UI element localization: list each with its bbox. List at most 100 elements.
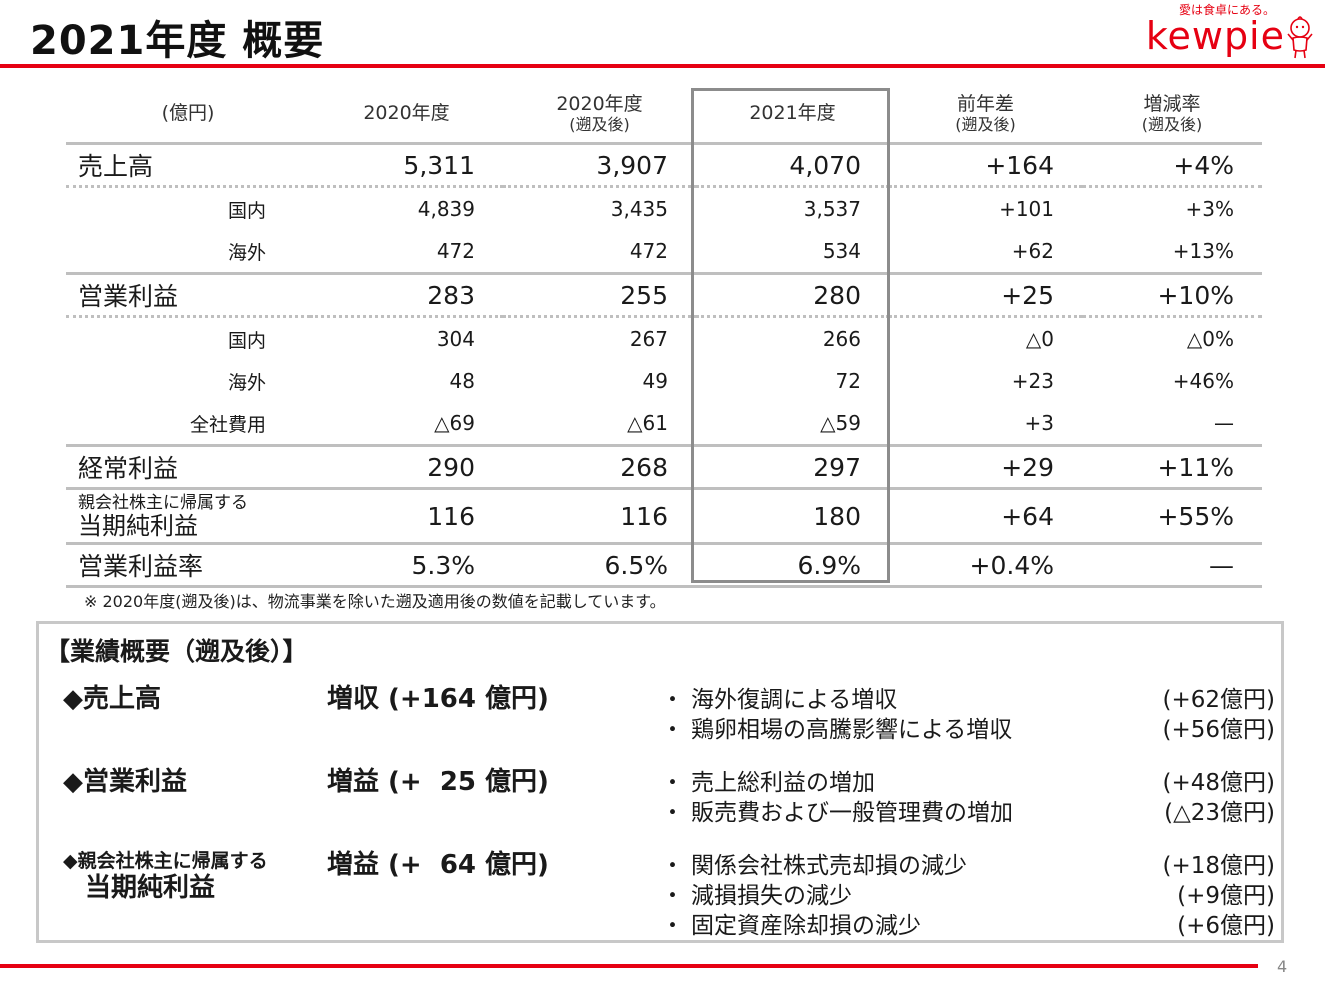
cell-yoy-rate: +13% bbox=[1172, 239, 1234, 263]
cell-yoy-diff: +0.4% bbox=[969, 550, 1054, 580]
bullet: ・ bbox=[661, 913, 684, 939]
brand-logo: 愛は食卓にある。 kewpie bbox=[1137, 0, 1317, 64]
cell-fy2020-retro: 49 bbox=[642, 369, 668, 393]
reason-amount: (+48億円) bbox=[1162, 770, 1275, 796]
reason-amount: (△23億円) bbox=[1164, 800, 1275, 826]
table-row: 海外 472 472 534 +62 +13% bbox=[66, 230, 1262, 274]
row-label: 営業利益率 bbox=[78, 552, 204, 581]
reason-text: 海外復調による増収 bbox=[691, 687, 898, 713]
cell-yoy-rate: +46% bbox=[1172, 369, 1234, 393]
cell-yoy-rate: — bbox=[1214, 411, 1234, 435]
reason-amount: (+62億円) bbox=[1162, 687, 1275, 713]
table-row: 経常利益 290 268 297 +29 +11% bbox=[66, 446, 1262, 489]
page-title: 2021年度 概要 bbox=[30, 18, 325, 64]
cell-fy2020-retro: 6.5% bbox=[604, 550, 668, 580]
row-label: 売上高 bbox=[78, 152, 154, 181]
cell-fy2020-retro: 116 bbox=[620, 501, 668, 531]
table-header-row: (億円) 2020年度 2020年度 (遡及後) 2021年度 前年差 (遡及後) … bbox=[66, 86, 1262, 144]
reason-line: ・ 海外復調による増収 (+62億円) bbox=[661, 680, 1275, 713]
cell-fy2020: 283 bbox=[427, 280, 475, 310]
cell-fy2020-retro: △61 bbox=[627, 411, 668, 435]
cell-fy2020: 48 bbox=[449, 369, 475, 393]
reason-line: ・ 関係会社株式売却損の減少 (+18億円) bbox=[661, 846, 1275, 879]
reason-amount: (+18億円) bbox=[1162, 853, 1275, 879]
reason-amount: (+6億円) bbox=[1177, 913, 1275, 939]
cell-yoy-rate: +11% bbox=[1157, 452, 1234, 482]
financial-table: (億円) 2020年度 2020年度 (遡及後) 2021年度 前年差 (遡及後) … bbox=[66, 86, 1262, 588]
cell-fy2020: 116 bbox=[427, 501, 475, 531]
header-divider bbox=[0, 64, 1325, 68]
reason-line: ・ 販売費および一般管理費の増加 (△23億円) bbox=[661, 793, 1275, 826]
cell-fy2021: 3,537 bbox=[803, 197, 861, 221]
summary-item-result: 増益 (+ 25 億円) bbox=[327, 767, 549, 797]
reason-text: 関係会社株式売却損の減少 bbox=[691, 853, 967, 879]
table-row: 国内 4,839 3,435 3,537 +101 +3% bbox=[66, 187, 1262, 231]
header-fy2020-retro: 2020年度 (遡及後) bbox=[556, 92, 643, 134]
kewpie-doll-icon bbox=[1287, 16, 1313, 59]
reason-text: 減損損失の減少 bbox=[691, 883, 852, 909]
cell-fy2021: 280 bbox=[813, 280, 861, 310]
header-fy2021: 2021年度 bbox=[749, 102, 836, 125]
cell-yoy-diff: +164 bbox=[985, 150, 1054, 180]
cell-yoy-diff: +3 bbox=[1024, 411, 1054, 435]
bullet: ・ bbox=[661, 800, 684, 826]
header-fy2020: 2020年度 bbox=[363, 102, 450, 125]
table-row: 全社費用 △69 △61 △59 +3 — bbox=[66, 402, 1262, 446]
table-row: 営業利益率 5.3% 6.5% 6.9% +0.4% — bbox=[66, 544, 1262, 587]
cell-fy2020-retro: 3,435 bbox=[610, 197, 668, 221]
cell-yoy-diff: +29 bbox=[1001, 452, 1054, 482]
financial-table-area: (億円) 2020年度 2020年度 (遡及後) 2021年度 前年差 (遡及後) … bbox=[66, 86, 1262, 588]
cell-yoy-rate: +4% bbox=[1173, 150, 1234, 180]
row-label: 海外 bbox=[227, 371, 266, 394]
summary-item-result: 増収 (+164 億円) bbox=[327, 684, 549, 714]
cell-yoy-diff: +62 bbox=[1011, 239, 1054, 263]
cell-yoy-rate: △0% bbox=[1186, 327, 1234, 351]
cell-fy2020: 304 bbox=[436, 327, 475, 351]
row-label: 海外 bbox=[227, 241, 266, 264]
cell-fy2020-retro: 268 bbox=[620, 452, 668, 482]
page-number: 4 bbox=[1277, 957, 1288, 976]
bullet: ・ bbox=[661, 883, 684, 909]
cell-fy2020: 472 bbox=[436, 239, 475, 263]
brand-name: kewpie bbox=[1145, 14, 1285, 58]
reason-line: ・ 固定資産除却損の減少 (+6億円) bbox=[661, 906, 1275, 939]
cell-yoy-diff: +101 bbox=[999, 197, 1054, 221]
cell-yoy-diff: +25 bbox=[1001, 280, 1054, 310]
reason-line: ・ 減損損失の減少 (+9億円) bbox=[661, 876, 1275, 909]
row-label: 国内 bbox=[227, 329, 266, 352]
table-row: 国内 304 267 266 △0 △0% bbox=[66, 317, 1262, 361]
cell-fy2021: 297 bbox=[813, 452, 861, 482]
cell-yoy-rate: — bbox=[1209, 550, 1234, 580]
summary-heading: 【業績概要（遡及後）】 bbox=[45, 637, 308, 666]
bullet: ・ bbox=[661, 770, 684, 796]
cell-fy2021: 4,070 bbox=[789, 150, 861, 180]
summary-item-label: ◆売上高 bbox=[63, 684, 161, 714]
cell-yoy-diff: +64 bbox=[1001, 501, 1054, 531]
reason-amount: (+56億円) bbox=[1162, 717, 1275, 743]
header-unit: (億円) bbox=[161, 102, 215, 125]
row-label: 全社費用 bbox=[189, 413, 266, 436]
cell-fy2020-retro: 472 bbox=[629, 239, 668, 263]
summary-item-result: 増益 (+ 64 億円) bbox=[327, 850, 549, 880]
cell-fy2020: 5,311 bbox=[403, 150, 475, 180]
reason-text: 固定資産除却損の減少 bbox=[691, 913, 921, 939]
cell-fy2020-retro: 3,907 bbox=[596, 150, 668, 180]
bullet: ・ bbox=[661, 687, 684, 713]
cell-fy2021: 6.9% bbox=[797, 550, 861, 580]
reason-text: 売上総利益の増加 bbox=[691, 770, 875, 796]
cell-fy2021: 534 bbox=[822, 239, 861, 263]
cell-yoy-rate: +55% bbox=[1157, 501, 1234, 531]
table-row: 海外 48 49 72 +23 +46% bbox=[66, 360, 1262, 402]
cell-fy2021: △59 bbox=[820, 411, 861, 435]
cell-fy2020-retro: 255 bbox=[620, 280, 668, 310]
cell-fy2020: △69 bbox=[434, 411, 475, 435]
table-row: 親会社株主に帰属する 当期純利益 116 116 180 +64 +55% bbox=[66, 489, 1262, 544]
cell-fy2020: 5.3% bbox=[411, 550, 475, 580]
cell-fy2020-retro: 267 bbox=[629, 327, 668, 351]
cell-yoy-rate: +10% bbox=[1157, 280, 1234, 310]
summary-item-label: ◆営業利益 bbox=[63, 767, 187, 797]
cell-fy2021: 180 bbox=[813, 501, 861, 531]
header-yoy-rate: 増減率 (遡及後) bbox=[1141, 92, 1203, 134]
header-yoy-diff: 前年差 (遡及後) bbox=[955, 92, 1016, 134]
reason-text: 販売費および一般管理費の増加 bbox=[691, 800, 1013, 826]
